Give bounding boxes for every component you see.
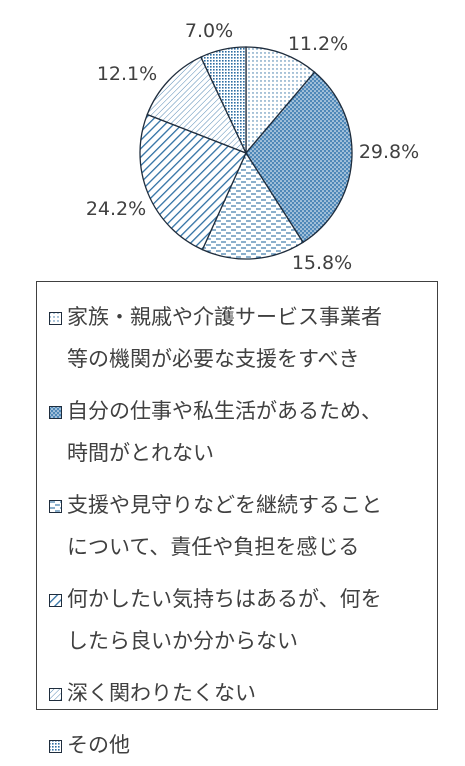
- legend-swatch-6: [49, 740, 62, 753]
- data-label-1: 11.2%: [288, 33, 348, 55]
- data-label-5: 12.1%: [97, 63, 157, 85]
- pie-slice-4: [139, 113, 247, 251]
- legend-label-line: 何かしたい気持ちはあるが、何を: [67, 587, 382, 611]
- legend-item-6: その他: [49, 724, 429, 766]
- legend-swatch-1: [49, 312, 62, 325]
- data-label-6: 7.0%: [185, 20, 233, 42]
- legend-swatch-2: [49, 406, 62, 419]
- pie-slice-2: [245, 71, 353, 244]
- legend-label: 家族・親戚や介護サービス事業者 等の機関が必要な支援をすべき: [67, 296, 382, 380]
- legend-label-line: 深く関わりたくない: [67, 681, 256, 705]
- data-label-3: 15.8%: [292, 252, 352, 274]
- legend-label: 深く関わりたくない: [67, 672, 256, 714]
- legend-label-line: その他: [67, 733, 130, 757]
- legend-label: 自分の仕事や私生活があるため、 時間がとれない: [67, 390, 382, 474]
- data-label-4: 24.2%: [86, 198, 146, 220]
- legend-item-3: 支援や見守りなどを継続すること について、責任や負担を感じる: [49, 484, 429, 568]
- legend-label-line: 等の機関が必要な支援をすべき: [67, 347, 360, 371]
- pie-slice-6: [200, 46, 247, 154]
- legend-item-4: 何かしたい気持ちはあるが、何を したら良いか分からない: [49, 578, 429, 662]
- legend-swatch-3: [49, 500, 62, 513]
- legend-label: その他: [67, 724, 130, 766]
- pie-chart: 11.2% 29.8% 15.8% 24.2% 12.1% 7.0%: [86, 20, 419, 274]
- legend-label-line: したら良いか分からない: [67, 629, 298, 653]
- legend-swatch-5: [49, 688, 62, 701]
- legend-label-line: 支援や見守りなどを継続すること: [67, 493, 382, 517]
- legend-label-line: 時間がとれない: [67, 441, 214, 465]
- legend-label: 支援や見守りなどを継続すること について、責任や負担を感じる: [67, 484, 382, 568]
- pie-slice-1: [245, 46, 316, 155]
- pie-slice-3: [201, 151, 304, 260]
- legend-item-1: 家族・親戚や介護サービス事業者 等の機関が必要な支援をすべき: [49, 296, 429, 380]
- legend-item-5: 深く関わりたくない: [49, 672, 429, 714]
- legend-label-line: 自分の仕事や私生活があるため、: [67, 399, 382, 423]
- legend-label-line: について、責任や負担を感じる: [67, 535, 360, 559]
- legend-item-2: 自分の仕事や私生活があるため、 時間がとれない: [49, 390, 429, 474]
- legend-label-line: 家族・親戚や介護サービス事業者: [67, 305, 382, 329]
- legend-label: 何かしたい気持ちはあるが、何を したら良いか分からない: [67, 578, 382, 662]
- legend-swatch-4: [49, 594, 62, 607]
- data-label-2: 29.8%: [359, 141, 419, 163]
- legend: 家族・親戚や介護サービス事業者 等の機関が必要な支援をすべき 自分の仕事や私生活があ…: [36, 281, 438, 757]
- pie-slice-5: [146, 56, 248, 155]
